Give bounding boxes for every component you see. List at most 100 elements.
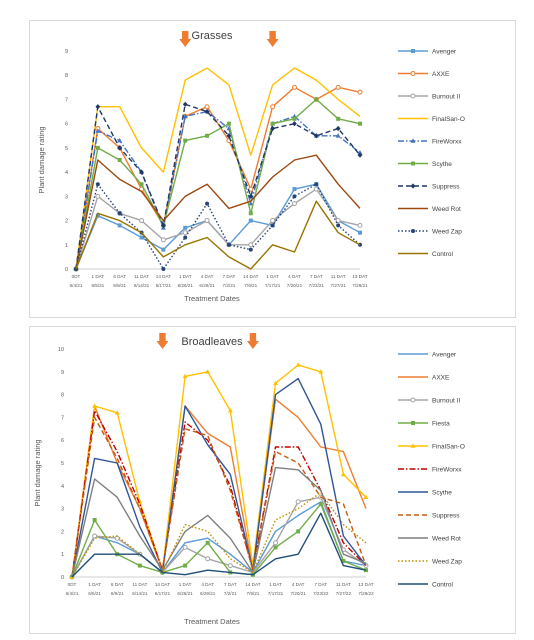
data-point xyxy=(357,150,363,155)
x-tick-label: 14 DAT xyxy=(243,274,258,279)
series-line xyxy=(71,512,367,578)
x-tick-label: 1 DAT xyxy=(179,274,192,279)
legend-label: Fiesta xyxy=(432,421,450,428)
legend-label: Weed Zap xyxy=(432,229,462,236)
legend-label: FinalSan-O xyxy=(432,116,465,123)
data-point xyxy=(292,194,297,199)
chart-title: Broadleaves xyxy=(181,336,243,348)
x-tick-date-label: 7/2/21 xyxy=(224,591,237,596)
legend-label: Weed Rot xyxy=(432,536,461,543)
series-line xyxy=(75,103,361,270)
y-tick-label: 5 xyxy=(61,461,64,467)
chart-title: Grasses xyxy=(192,30,233,42)
series-line xyxy=(71,364,367,578)
data-point xyxy=(139,235,144,240)
series-burnout-ii xyxy=(73,186,363,272)
legend-marker xyxy=(410,71,416,76)
x-tick-date-label: 6/29/21 xyxy=(199,283,215,288)
series-line xyxy=(75,183,361,270)
x-tick-label: 6 DAT xyxy=(113,274,126,279)
y-tick-label: 7 xyxy=(65,97,68,103)
y-tick-label: 9 xyxy=(65,49,68,55)
data-point xyxy=(336,223,341,228)
series-line xyxy=(75,86,361,270)
data-point xyxy=(182,230,188,236)
x-tick-label: 13 DAT xyxy=(352,274,367,279)
y-tick-label: 0 xyxy=(61,575,64,581)
application-arrow-icon xyxy=(156,333,169,349)
y-axis-label: Plant damage rating xyxy=(33,439,42,506)
y-tick-label: 1 xyxy=(65,243,68,249)
x-tick-date-label: 6/26/21 xyxy=(178,283,194,288)
legend-marker xyxy=(411,161,415,166)
data-point xyxy=(318,369,324,374)
x-axis-label: Treatment Dates xyxy=(184,294,240,303)
y-tick-label: 0 xyxy=(65,267,68,273)
x-tick-date-label: 6/14/21 xyxy=(132,591,148,596)
data-point xyxy=(273,540,279,546)
y-tick-label: 1 xyxy=(61,552,64,558)
data-point xyxy=(204,218,210,224)
legend-label: Control xyxy=(432,582,454,589)
data-point xyxy=(270,104,276,110)
series-axxe xyxy=(73,84,363,272)
x-tick-date-label: 6/14/21 xyxy=(134,283,150,288)
x-tick-label: 11 DAT xyxy=(132,582,147,587)
data-point xyxy=(117,138,123,143)
data-point xyxy=(314,97,319,102)
x-tick-label: 11 DAT xyxy=(336,582,351,587)
data-point xyxy=(358,121,362,126)
x-tick-label: 0DT xyxy=(72,274,81,279)
data-point xyxy=(313,133,319,139)
data-point xyxy=(270,223,275,228)
legend-label: Burnout II xyxy=(432,94,460,101)
data-point xyxy=(226,242,231,247)
grasses-line-chart: Grasses Plant damage rating Treatment Da… xyxy=(37,30,465,303)
x-tick-date-label: 6/9/21 xyxy=(113,283,126,288)
data-point xyxy=(248,242,254,248)
legend-label: AXXE xyxy=(432,375,450,382)
legend-marker xyxy=(411,229,415,233)
y-tick-label: 4 xyxy=(61,484,64,490)
data-point xyxy=(336,116,341,121)
legend-label: Scythe xyxy=(432,161,452,168)
y-axis-label: Plant damage rating xyxy=(37,126,46,193)
series-line xyxy=(71,503,367,578)
data-point xyxy=(92,533,98,539)
data-point xyxy=(117,145,123,151)
data-point xyxy=(183,138,188,143)
y-tick-label: 2 xyxy=(61,529,64,535)
x-tick-label: 4 DAT xyxy=(201,274,214,279)
x-tick-date-label: 7/20/21 xyxy=(290,591,306,596)
legend-label: Scythe xyxy=(432,490,452,497)
x-tick-date-label: 6/17/21 xyxy=(156,283,172,288)
data-point xyxy=(161,247,166,252)
y-tick-label: 7 xyxy=(61,415,64,421)
legend-marker xyxy=(411,421,415,425)
legend-label: Suppress xyxy=(432,184,460,191)
series-control xyxy=(71,512,367,578)
application-arrow-icon xyxy=(246,333,259,349)
legend-label: FireWorxx xyxy=(432,139,462,146)
data-point xyxy=(204,104,210,110)
x-tick-date-label: 7/2/21 xyxy=(223,283,236,288)
series-suppress xyxy=(71,416,367,578)
legend-marker xyxy=(410,183,416,189)
series-suppress xyxy=(73,101,363,272)
data-point xyxy=(183,563,188,568)
series-weed-zap xyxy=(74,182,362,271)
y-tick-label: 2 xyxy=(65,219,68,225)
series-line xyxy=(75,154,361,270)
series-finalsan-o xyxy=(75,67,361,270)
x-tick-label: 14 DAT xyxy=(155,582,170,587)
data-point xyxy=(313,186,319,192)
data-point xyxy=(226,133,232,139)
x-tick-label: 4 DAT xyxy=(292,582,305,587)
data-point xyxy=(114,535,120,541)
legend-label: Avenger xyxy=(432,352,457,359)
x-tick-label: 4 DAT xyxy=(201,582,214,587)
data-point xyxy=(292,121,297,127)
x-tick-label: 1 DAT xyxy=(179,582,192,587)
series-line xyxy=(71,466,367,578)
